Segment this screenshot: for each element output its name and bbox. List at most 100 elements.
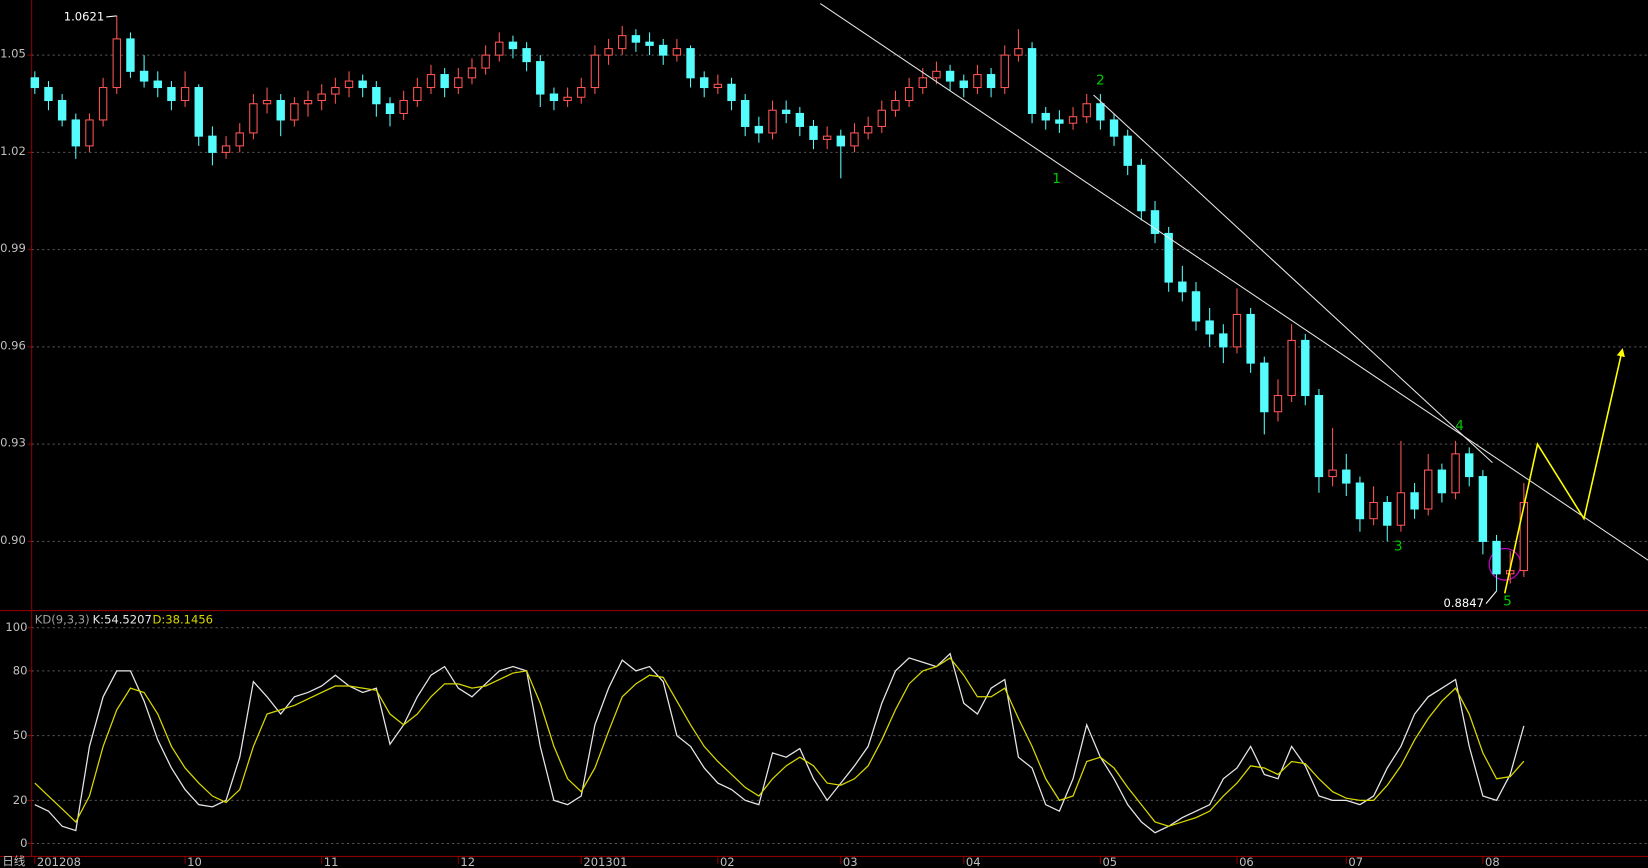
candle-body [194,87,203,137]
candle-body [563,96,572,102]
x-tick-label: 08 [1485,855,1500,868]
candle-body [1410,492,1419,510]
candle-body [590,54,600,89]
x-tick-label: 10 [187,855,202,868]
candle-body [863,125,873,134]
candle-body [1027,48,1037,114]
candle-body [262,99,272,105]
candle-body [1492,540,1501,575]
candle-body [481,54,490,69]
candle-body [413,87,422,102]
x-tick-label: 07 [1348,855,1363,868]
candle-body [713,83,723,89]
y-tick-label: 0.99 [0,241,26,255]
legend-label: D:38.1456 [153,613,214,627]
wave-label: 4 [1455,418,1464,434]
annotation-arrow [1485,590,1497,604]
candle-body [631,35,641,43]
y-tick-label: 100 [5,620,27,634]
candle-body [1205,320,1214,335]
candle-body [85,119,94,147]
candle-body [1301,339,1310,397]
wave-label: 3 [1394,538,1403,554]
candle-body [208,135,217,153]
kd-line [34,657,1525,827]
candle-body [290,103,299,121]
candle-body [1246,313,1255,364]
annotation: 0.8847 [1444,596,1484,610]
candle-body [891,99,900,111]
candle-body [809,125,818,140]
candle-body [1055,119,1064,124]
candle-body [71,119,80,147]
y-tick-label: 0.90 [0,533,26,547]
candle-body [1178,281,1187,293]
candle-body [1273,394,1283,413]
candle-body [754,125,764,134]
candle-body [399,99,408,114]
candle-body [276,99,285,121]
candle-body [836,135,846,147]
wave-label: 5 [1503,593,1512,609]
candle-body [1232,313,1242,348]
legend-label: K:54.5207 [93,613,152,627]
candle-body [1041,112,1050,121]
candle-body [372,87,381,105]
trendline [820,3,1648,561]
candle-body [604,48,613,56]
y-tick-label: 1.05 [0,47,26,61]
candle-body [700,77,709,89]
candle-body [358,80,367,89]
candle-body [221,145,231,153]
candle-body [1219,333,1228,348]
candle-body [549,93,559,102]
candle-body [1164,232,1173,283]
x-tick-label: 201208 [37,855,81,868]
y-tick-label: 20 [13,793,28,807]
candle-body [645,41,654,46]
annotation-arrow [106,15,117,18]
candle-body [918,77,927,89]
y-tick-label: 80 [13,663,28,677]
candle-body [1068,116,1078,124]
candle-body [331,87,340,95]
candle-body [672,48,682,56]
candle-body [1137,164,1146,212]
candle-body [1287,339,1296,397]
candle-body [1082,103,1091,118]
x-tick-label: 04 [966,855,981,868]
kd-title: KD(9,3,3) [35,613,90,627]
candle-body [495,41,504,56]
candle-body [426,74,436,89]
candle-body [1123,135,1132,166]
y-tick-label: 50 [13,728,28,742]
candle-body [180,87,190,102]
candle-body [522,48,531,63]
candle-body [973,74,982,89]
kd-line [34,652,1525,834]
candle-body [153,80,162,89]
candle-body [768,109,777,134]
candle-body [249,103,258,134]
candle-body [1451,453,1460,494]
candle-body [440,74,449,89]
y-tick-label: 0.93 [0,436,26,450]
candle-body [1328,469,1337,478]
x-tick-label: 02 [720,855,735,868]
candle-body [385,103,395,114]
candle-body [467,67,477,79]
candle-body [1260,362,1269,413]
candle-body [1150,210,1160,234]
candle-body [822,135,832,140]
candle-body [112,38,121,89]
candle-body [618,35,627,50]
candle-body [235,132,244,147]
candle-body [1519,501,1529,572]
y-tick-label: 0.96 [0,338,26,352]
x-tick-label: 05 [1102,855,1117,868]
candle-body [126,38,135,72]
candle-body [686,48,695,79]
candle-body [659,44,668,56]
candle-body [781,109,791,114]
